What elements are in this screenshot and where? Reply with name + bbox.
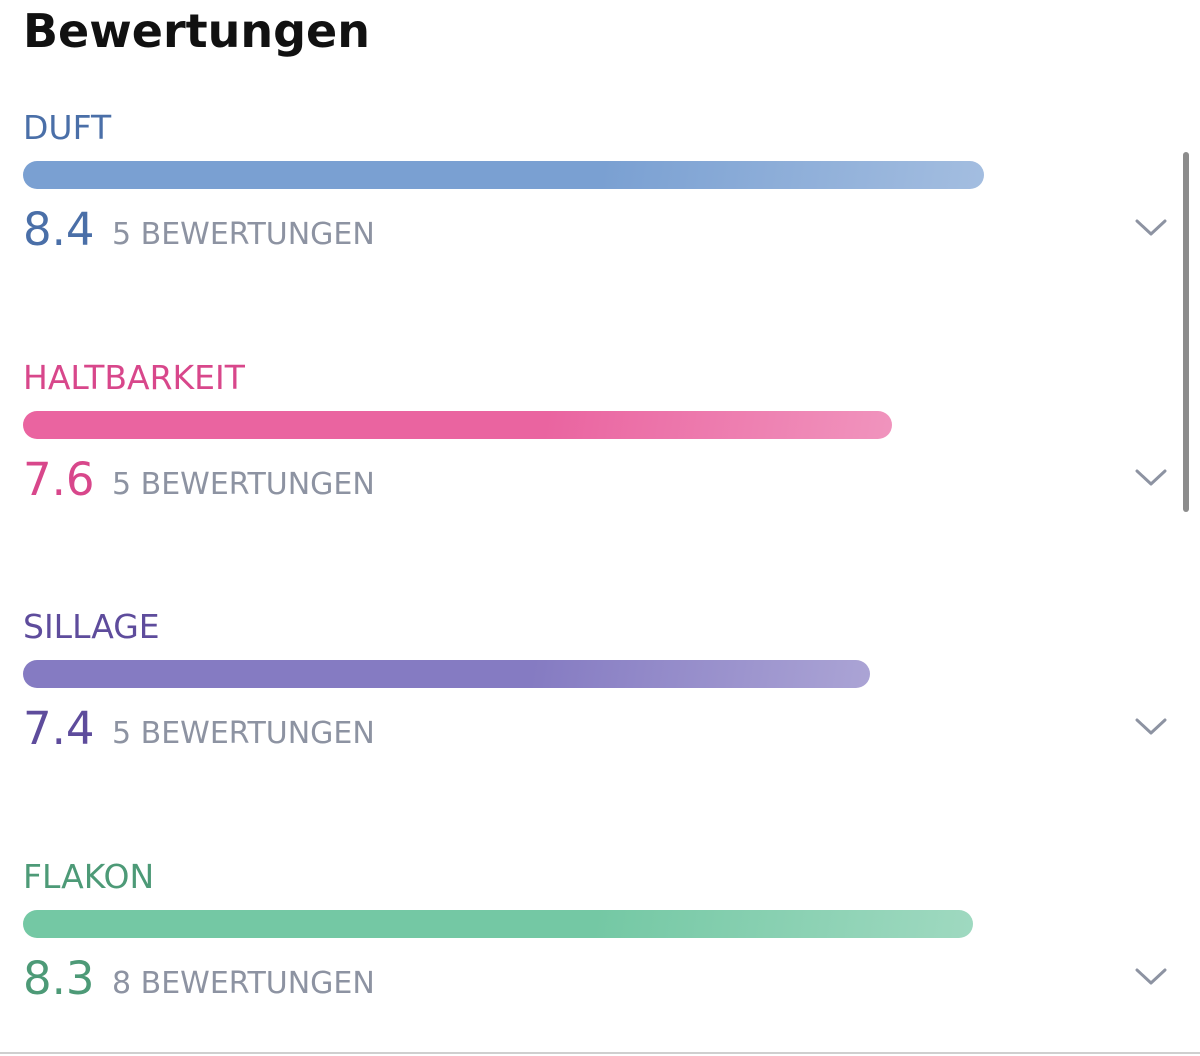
rating-bar [23,909,973,938]
expand-chevron[interactable] [1134,965,1168,987]
chevron-icon [1135,219,1167,236]
rating-score: 8.3 [23,951,95,1005]
scrollbar [1183,152,1189,512]
divider [0,1052,1200,1054]
rating-label: DUFT [23,108,112,147]
chevron-icon [1135,469,1167,485]
rating-score: 7.6 [23,452,95,506]
title: Bewertungen [23,4,370,58]
chevron-icon [1135,718,1167,735]
expand-chevron[interactable] [1134,216,1168,238]
rating-score: 7.4 [23,702,95,755]
rating-bar [23,660,870,688]
expand-chevron[interactable] [1134,715,1168,737]
chevron-icon [1135,968,1167,984]
rating-label: FLAKON [23,856,155,896]
rating-count: 5 BEWERTUNGEN [112,217,375,252]
rating-label: HALTBARKEIT [23,357,245,397]
rating-count: 8 BEWERTUNGEN [112,965,375,1001]
rating-bar [23,161,984,189]
rating-count: 5 BEWERTUNGEN [112,716,375,751]
rating-score: 8.4 [23,203,95,256]
expand-chevron[interactable] [1134,466,1168,488]
rating-label: SILLAGE [23,607,160,646]
rating-bar [23,410,893,439]
rating-count: 5 BEWERTUNGEN [112,466,375,502]
